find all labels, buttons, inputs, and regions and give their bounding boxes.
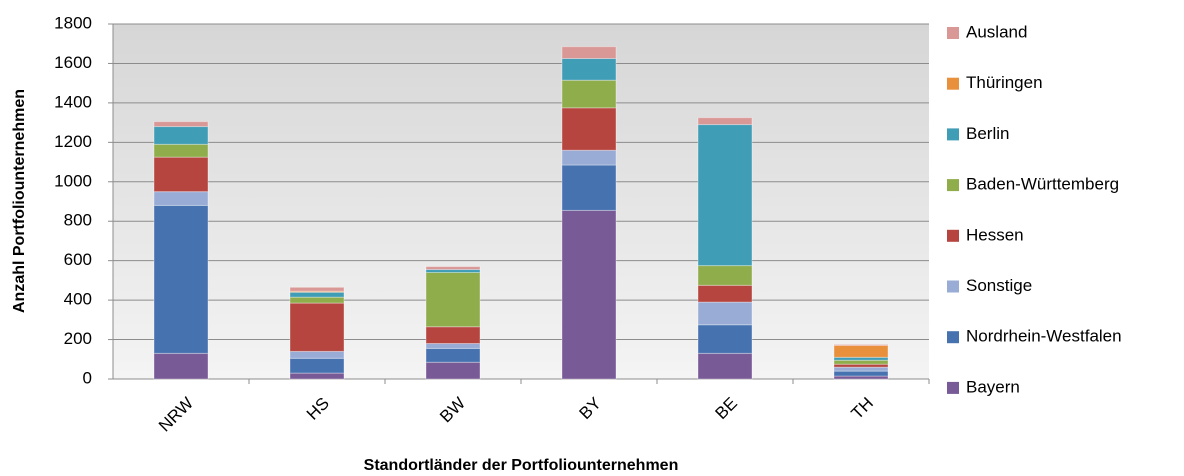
bar-segment: [833, 359, 889, 365]
legend-swatch: [947, 229, 959, 242]
x-tick-label: BE: [712, 394, 741, 423]
bar-segment: [153, 156, 209, 193]
legend-swatch: [947, 128, 959, 141]
bar-segment: [561, 149, 617, 166]
bar-segment: [561, 107, 617, 151]
bar-segment: [425, 343, 481, 349]
bar-segment: [697, 117, 753, 126]
bar-segment: [289, 286, 345, 292]
bar-segment: [425, 266, 481, 271]
bar-segment: [153, 191, 209, 206]
bar-segment: [561, 79, 617, 109]
legend-swatch: [947, 280, 959, 293]
legend-swatch: [947, 179, 959, 192]
legend-label: Hessen: [966, 225, 1024, 244]
y-tick-label: 1800: [54, 13, 92, 32]
y-tick-label: 1400: [54, 92, 92, 111]
bar-segment: [289, 291, 345, 298]
bar-segment: [425, 272, 481, 328]
legend-label: Thüringen: [966, 73, 1043, 92]
legend-swatch: [947, 77, 959, 90]
legend-label: Bayern: [966, 377, 1020, 396]
bar-segment: [697, 301, 753, 326]
bar-segment: [425, 326, 481, 345]
bar-segment: [289, 350, 345, 359]
bar-segment: [153, 143, 209, 158]
bar-segment: [425, 361, 481, 380]
bar-segment: [697, 284, 753, 303]
bar-segment: [289, 357, 345, 374]
legend-label: Baden-Württemberg: [966, 175, 1119, 194]
legend-swatch: [947, 331, 959, 344]
bar-segment: [561, 164, 617, 211]
legend-swatch: [947, 27, 959, 39]
bar-segment: [425, 347, 481, 363]
bar-segment: [697, 352, 753, 380]
bar-segment: [697, 324, 753, 354]
x-tick-label: HS: [303, 394, 333, 424]
legend-label: Ausland: [966, 22, 1027, 41]
bar-segment: [289, 296, 345, 304]
x-tick-label: NRW: [155, 394, 197, 436]
plot-area: [113, 24, 929, 379]
bar-segment: [833, 370, 889, 377]
bar-segment: [697, 265, 753, 286]
legend-swatch: [947, 381, 959, 394]
y-axis-title: Anzahl Portfoliounternehmen: [11, 89, 28, 313]
bar-segment: [561, 58, 617, 81]
bar-segment: [697, 124, 753, 267]
legend-label: Sonstige: [966, 276, 1032, 295]
bar-segment: [153, 204, 209, 354]
y-tick-label: 1000: [54, 171, 92, 190]
x-tick-label: BW: [436, 394, 469, 427]
y-tick-label: 800: [64, 211, 92, 230]
y-tick-label: 0: [83, 368, 92, 387]
bar-segment: [289, 372, 345, 380]
bar-segment: [289, 302, 345, 352]
x-axis-title: Standortländer der Portfoliounternehmen: [364, 457, 679, 474]
y-tick-label: 400: [64, 290, 92, 309]
y-tick-label: 200: [64, 329, 92, 348]
bar-segment: [153, 126, 209, 145]
bar-segment: [833, 366, 889, 372]
x-tick-label: BY: [576, 394, 605, 423]
legend-label: Nordrhein-Westfalen: [966, 327, 1122, 346]
y-tick-label: 1200: [54, 132, 92, 151]
legend-label: Berlin: [966, 124, 1009, 143]
y-tick-label: 600: [64, 250, 92, 269]
bar-segment: [153, 352, 209, 380]
x-tick-label: TH: [848, 394, 877, 423]
bar-segment: [561, 46, 617, 60]
bar-segment: [561, 209, 617, 380]
bar-segment: [833, 343, 889, 346]
y-tick-label: 1600: [54, 53, 92, 72]
bar-segment: [153, 121, 209, 128]
bar-segment: [833, 344, 889, 358]
